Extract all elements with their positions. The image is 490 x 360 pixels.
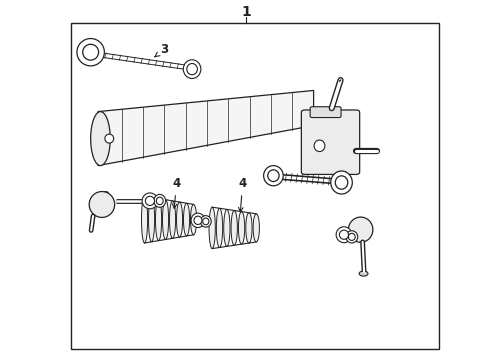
Ellipse shape — [336, 227, 352, 243]
Ellipse shape — [191, 204, 196, 235]
Ellipse shape — [89, 192, 115, 217]
Ellipse shape — [154, 194, 166, 207]
Ellipse shape — [163, 200, 169, 239]
Ellipse shape — [203, 218, 209, 225]
Ellipse shape — [231, 211, 237, 245]
Ellipse shape — [217, 208, 222, 247]
Text: 4: 4 — [172, 177, 180, 208]
Ellipse shape — [209, 207, 215, 249]
Ellipse shape — [335, 176, 348, 189]
Ellipse shape — [253, 214, 259, 242]
Ellipse shape — [239, 212, 245, 244]
Ellipse shape — [176, 202, 183, 237]
Ellipse shape — [91, 112, 110, 166]
Text: 2: 2 — [101, 190, 109, 203]
Text: 2: 2 — [356, 224, 364, 237]
Ellipse shape — [146, 196, 154, 206]
Ellipse shape — [331, 171, 352, 194]
Ellipse shape — [170, 201, 175, 238]
Ellipse shape — [359, 271, 368, 276]
Ellipse shape — [142, 196, 147, 243]
Ellipse shape — [246, 213, 252, 243]
Ellipse shape — [183, 60, 201, 78]
Ellipse shape — [200, 216, 211, 227]
Ellipse shape — [314, 140, 325, 152]
Ellipse shape — [183, 203, 190, 236]
Ellipse shape — [348, 233, 355, 240]
Ellipse shape — [264, 166, 283, 186]
Text: 3: 3 — [155, 43, 168, 57]
Ellipse shape — [155, 199, 162, 241]
Polygon shape — [98, 90, 314, 166]
Ellipse shape — [340, 230, 348, 239]
Text: 4: 4 — [239, 177, 246, 212]
Ellipse shape — [148, 197, 155, 242]
Ellipse shape — [83, 44, 98, 60]
Ellipse shape — [105, 134, 114, 143]
FancyBboxPatch shape — [310, 107, 341, 118]
Ellipse shape — [77, 39, 104, 66]
Text: 3: 3 — [336, 170, 347, 184]
Ellipse shape — [268, 170, 279, 181]
Ellipse shape — [191, 213, 205, 228]
Ellipse shape — [224, 210, 230, 246]
Ellipse shape — [346, 231, 358, 243]
FancyBboxPatch shape — [301, 110, 360, 175]
Ellipse shape — [187, 63, 197, 75]
Ellipse shape — [348, 217, 373, 242]
Ellipse shape — [194, 216, 202, 225]
Ellipse shape — [156, 197, 163, 204]
Bar — [71, 23, 439, 349]
Ellipse shape — [142, 193, 158, 209]
Text: 1: 1 — [241, 5, 251, 18]
Polygon shape — [101, 53, 189, 70]
